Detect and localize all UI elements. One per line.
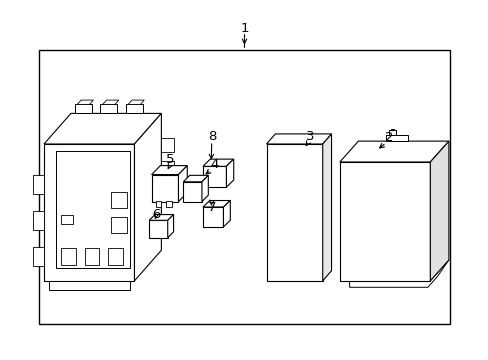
Polygon shape <box>183 182 202 202</box>
Polygon shape <box>339 162 429 281</box>
Polygon shape <box>202 175 208 202</box>
Polygon shape <box>125 104 142 113</box>
Text: 1: 1 <box>240 22 248 35</box>
Polygon shape <box>390 129 393 130</box>
Polygon shape <box>44 144 134 281</box>
Polygon shape <box>77 100 93 104</box>
Polygon shape <box>266 144 322 281</box>
Bar <box>166 201 172 207</box>
Polygon shape <box>339 141 448 162</box>
Polygon shape <box>149 215 173 220</box>
Polygon shape <box>203 201 230 207</box>
Polygon shape <box>429 141 448 281</box>
Text: 2: 2 <box>384 131 392 144</box>
Bar <box>39 50 449 324</box>
Polygon shape <box>203 207 223 227</box>
Polygon shape <box>75 104 92 113</box>
Text: 6: 6 <box>152 208 161 221</box>
Bar <box>161 161 173 175</box>
Polygon shape <box>266 134 331 144</box>
Text: 3: 3 <box>305 130 314 143</box>
Text: 7: 7 <box>207 201 216 213</box>
Polygon shape <box>33 175 44 194</box>
Polygon shape <box>49 281 129 290</box>
Polygon shape <box>349 260 448 287</box>
Polygon shape <box>100 104 117 113</box>
Bar <box>56 151 129 268</box>
Polygon shape <box>183 175 208 182</box>
Polygon shape <box>203 166 226 187</box>
Bar <box>155 201 161 207</box>
Polygon shape <box>44 113 161 144</box>
Text: 8: 8 <box>208 130 217 143</box>
Bar <box>61 248 76 265</box>
Bar <box>161 138 173 152</box>
Bar <box>108 248 122 265</box>
Text: 5: 5 <box>165 153 174 166</box>
Polygon shape <box>223 201 230 227</box>
Polygon shape <box>33 247 44 266</box>
Polygon shape <box>322 134 331 281</box>
Polygon shape <box>149 220 167 238</box>
Polygon shape <box>167 215 173 238</box>
Bar <box>111 192 126 208</box>
Bar <box>84 248 99 265</box>
Polygon shape <box>178 166 187 202</box>
Polygon shape <box>203 159 233 166</box>
Polygon shape <box>128 100 144 104</box>
Polygon shape <box>102 100 119 104</box>
Bar <box>111 217 126 233</box>
Text: 4: 4 <box>209 158 218 171</box>
Polygon shape <box>151 166 187 175</box>
Polygon shape <box>151 175 178 202</box>
Polygon shape <box>385 135 407 141</box>
Polygon shape <box>33 211 44 230</box>
Polygon shape <box>134 113 161 281</box>
Polygon shape <box>388 130 395 135</box>
Polygon shape <box>226 159 233 187</box>
Bar <box>61 215 73 224</box>
